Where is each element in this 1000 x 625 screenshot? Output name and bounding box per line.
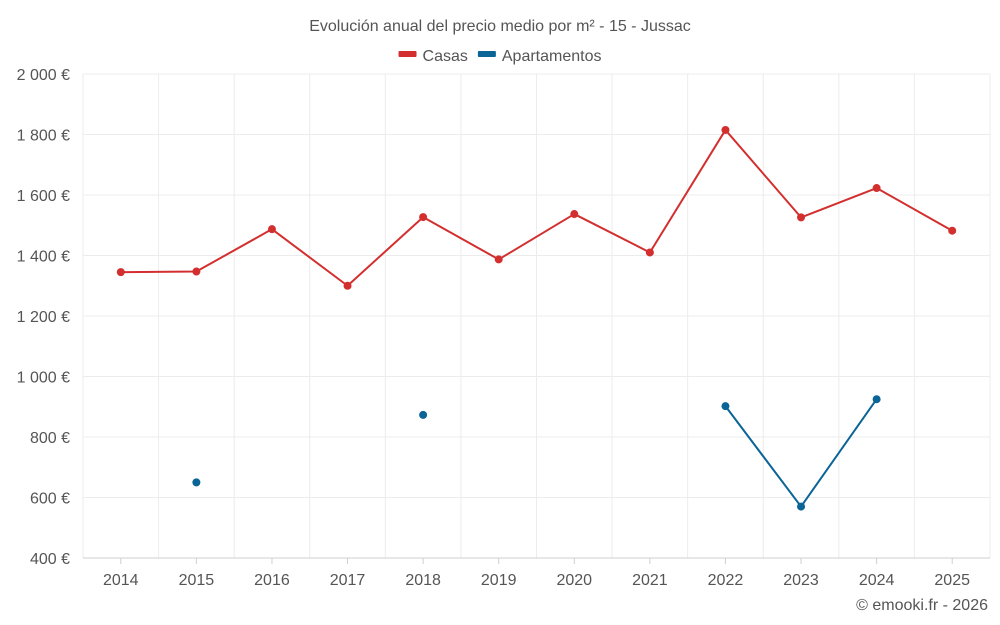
series-casas <box>116 125 957 290</box>
legend-label: Casas <box>423 48 468 65</box>
y-tick-label: 1 200 € <box>17 309 70 326</box>
x-tick-label: 2016 <box>254 572 290 589</box>
x-tick-label: 2025 <box>934 572 970 589</box>
data-point-apartamentos[interactable] <box>872 395 881 404</box>
y-tick-label: 1 600 € <box>17 188 70 205</box>
x-tick-label: 2021 <box>632 572 668 589</box>
data-point-casas[interactable] <box>419 213 428 222</box>
x-tick-label: 2015 <box>179 572 215 589</box>
data-point-casas[interactable] <box>192 267 201 276</box>
x-axis-ticks: 2014 2015 2016 2017 2018 2019 2020 2021 2022 2023… <box>103 558 970 589</box>
data-point-casas[interactable] <box>494 255 503 264</box>
legend: Casas Apartamentos <box>398 48 602 65</box>
data-point-apartamentos[interactable] <box>192 478 201 487</box>
legend-swatch[interactable] <box>477 51 496 57</box>
x-tick-label: 2024 <box>859 572 895 589</box>
x-tick-label: 2019 <box>481 572 517 589</box>
legend-label: Apartamentos <box>502 48 602 65</box>
x-tick-label: 2022 <box>708 572 744 589</box>
chart-title: Evolución anual del precio medio por m² … <box>309 18 691 35</box>
x-tick-label: 2017 <box>330 572 366 589</box>
y-tick-label: 2 000 € <box>17 67 70 84</box>
x-tick-label: 2020 <box>556 572 592 589</box>
data-point-casas[interactable] <box>645 248 654 257</box>
data-point-apartamentos[interactable] <box>797 502 806 511</box>
x-tick-label: 2018 <box>405 572 441 589</box>
y-tick-label: 600 € <box>30 491 70 508</box>
series-apartamentos <box>192 395 881 511</box>
credit-text: © emooki.fr - 2026 <box>856 597 988 614</box>
data-point-casas[interactable] <box>872 184 881 193</box>
series-line-apartamentos <box>724 398 878 508</box>
series-layer <box>116 125 957 511</box>
data-point-casas[interactable] <box>570 210 579 219</box>
x-tick-label: 2014 <box>103 572 139 589</box>
data-point-casas[interactable] <box>721 125 730 134</box>
data-point-apartamentos[interactable] <box>721 402 730 411</box>
y-gridlines <box>83 73 990 498</box>
y-tick-label: 1 800 € <box>17 128 70 145</box>
data-point-casas[interactable] <box>948 226 957 235</box>
data-point-apartamentos[interactable] <box>419 410 428 419</box>
data-point-casas[interactable] <box>267 225 276 234</box>
x-tick-label: 2023 <box>783 572 819 589</box>
data-point-casas[interactable] <box>116 268 125 277</box>
series-line-casas <box>120 128 953 287</box>
y-tick-label: 1 400 € <box>17 249 70 266</box>
y-axis-ticks: 400 € 600 € 800 € 1 000 € 1 200 € 1 400 € 1 60… <box>17 67 70 568</box>
legend-swatch[interactable] <box>398 51 417 57</box>
data-point-casas[interactable] <box>797 213 806 222</box>
y-tick-label: 800 € <box>30 430 70 447</box>
y-tick-label: 1 000 € <box>17 370 70 387</box>
y-tick-label: 400 € <box>30 551 70 568</box>
data-point-casas[interactable] <box>343 281 352 290</box>
